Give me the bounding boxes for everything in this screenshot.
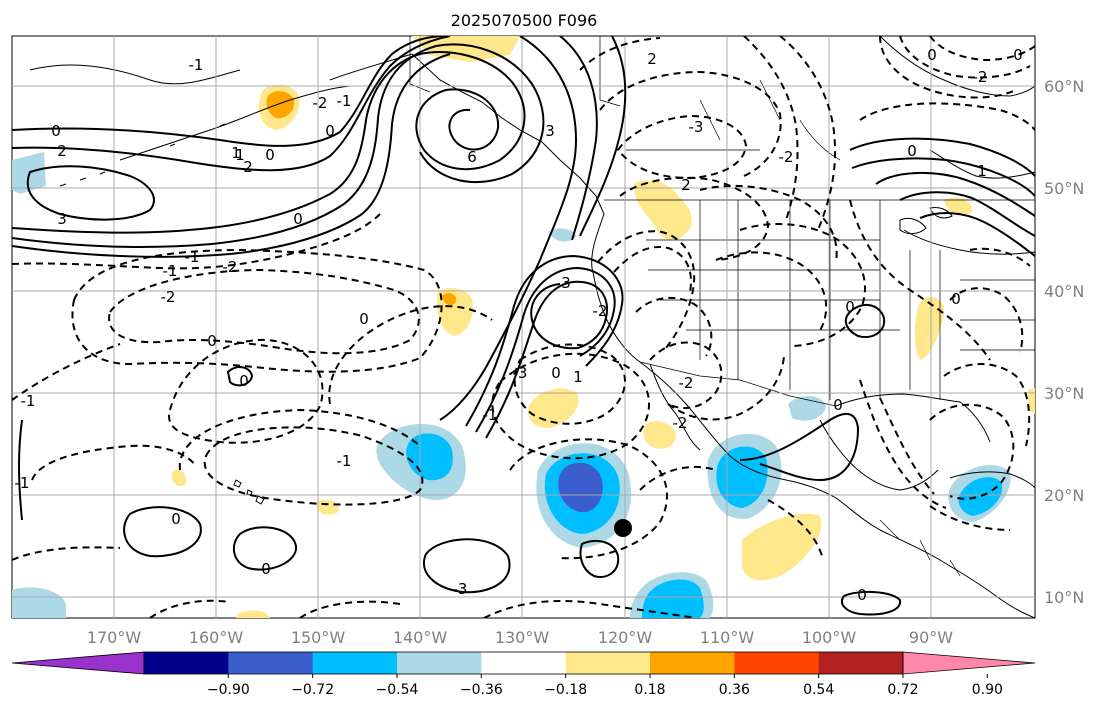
lat-label: 50°N bbox=[1044, 179, 1084, 198]
contour-label: 3 bbox=[561, 274, 571, 292]
colorbar-tick-label: 0.54 bbox=[803, 682, 834, 698]
contour-label: -1 bbox=[337, 452, 352, 470]
colorbar-tick-label: 0.36 bbox=[719, 682, 750, 698]
coastlines-layer bbox=[29, 36, 1035, 618]
contour-label: -1 bbox=[337, 92, 352, 110]
lat-label: 20°N bbox=[1044, 486, 1084, 505]
contour-label: -1 bbox=[21, 392, 36, 410]
colorbar-segment bbox=[565, 652, 651, 674]
colorbar-tick-label: −0.90 bbox=[207, 682, 250, 698]
contour-label: 0 bbox=[857, 586, 867, 604]
colorbar-tick-label: −0.54 bbox=[376, 682, 419, 698]
contour-label: -2 bbox=[973, 68, 988, 86]
colorbar-segment bbox=[481, 652, 567, 674]
map-frame bbox=[11, 35, 1036, 619]
contour-label: -1 bbox=[189, 56, 204, 74]
colorbar-extend-max bbox=[902, 651, 1036, 675]
contour-label: 1 bbox=[235, 146, 245, 164]
contour-label: 0 bbox=[907, 142, 917, 160]
lon-label: 100°W bbox=[802, 628, 857, 647]
borders-layer bbox=[409, 36, 1035, 577]
contour-label: 0 bbox=[845, 298, 855, 316]
contour-label: -2 bbox=[679, 374, 694, 392]
contour-label: -3 bbox=[689, 118, 704, 136]
contour-label: 0 bbox=[551, 364, 561, 382]
lon-label: 140°W bbox=[393, 628, 448, 647]
contour-label: -1 bbox=[483, 406, 498, 424]
colorbar-segment bbox=[144, 652, 229, 674]
lon-label: 120°W bbox=[598, 628, 653, 647]
lat-label: 30°N bbox=[1044, 384, 1084, 403]
colorbar-tick-label: 0.90 bbox=[972, 682, 1003, 698]
contour-label: -1 bbox=[185, 248, 200, 266]
storm-position-marker bbox=[614, 519, 632, 537]
contour-labels-layer: 0 2 3 1 -1 1 2 0 -2 0 -1 0 6 3 -3 2 2 3 … bbox=[15, 46, 1023, 604]
contour-label: -1 bbox=[15, 474, 30, 492]
contour-label: -1 bbox=[163, 262, 178, 280]
contour-label: -2 bbox=[673, 414, 688, 432]
contour-label: 0 bbox=[293, 210, 303, 228]
shading-layer bbox=[12, 36, 1035, 618]
contour-label: 0 bbox=[261, 560, 271, 578]
colorbar-tick-label: −0.18 bbox=[544, 682, 587, 698]
lon-label: 160°W bbox=[189, 628, 244, 647]
latitude-labels: 60°N 50°N 40°N 30°N 20°N 10°N bbox=[1044, 77, 1084, 607]
contour-label: 0 bbox=[1013, 46, 1023, 64]
contour-label: -2 bbox=[593, 302, 608, 320]
lon-label: 130°W bbox=[495, 628, 550, 647]
contour-label: 0 bbox=[265, 146, 275, 164]
colorbar-segment bbox=[397, 652, 482, 674]
contour-label: 2 bbox=[681, 176, 691, 194]
contour-label: 0 bbox=[951, 290, 961, 308]
colorbar: −0.90 −0.72 −0.54 −0.36 −0.18 0.18 0.36 0.54 0.7… bbox=[11, 651, 1036, 698]
lat-label: 40°N bbox=[1044, 282, 1084, 301]
lon-label: 90°W bbox=[909, 628, 953, 647]
colorbar-tick-label: −0.36 bbox=[460, 682, 503, 698]
contour-label: 2 bbox=[57, 142, 67, 160]
lat-label: 10°N bbox=[1044, 588, 1084, 607]
contour-label: 1 bbox=[573, 368, 583, 386]
contour-label: 0 bbox=[927, 46, 937, 64]
colorbar-segment bbox=[818, 652, 904, 674]
colorbar-tick-label: −0.72 bbox=[291, 682, 334, 698]
colorbar-tick-label: 0.72 bbox=[887, 682, 918, 698]
contour-label: 0 bbox=[171, 510, 181, 528]
colorbar-outline bbox=[143, 651, 904, 675]
contour-label: 0 bbox=[833, 396, 843, 414]
contour-label: 0 bbox=[359, 310, 369, 328]
contour-label: 6 bbox=[467, 148, 477, 166]
lat-label: 60°N bbox=[1044, 77, 1084, 96]
colorbar-extend-min bbox=[11, 651, 145, 675]
contour-label: 2 bbox=[647, 50, 657, 68]
contour-label: 2 bbox=[243, 158, 253, 176]
map-title: 2025070500 F096 bbox=[451, 11, 598, 30]
colorbar-segment bbox=[312, 652, 398, 674]
colorbar-segment bbox=[228, 652, 314, 674]
contour-label: 0 bbox=[51, 122, 61, 140]
longitude-labels: 170°W 160°W 150°W 140°W 130°W 120°W 110°… bbox=[87, 628, 953, 647]
contour-label: 3 bbox=[545, 122, 555, 140]
contour-label: -2 bbox=[779, 148, 794, 166]
lon-label: 110°W bbox=[700, 628, 755, 647]
contour-label: 0 bbox=[239, 372, 249, 390]
lon-label: 170°W bbox=[87, 628, 142, 647]
map-layers: 0 2 3 1 -1 1 2 0 -2 0 -1 0 6 3 -3 2 2 3 … bbox=[12, 36, 1035, 618]
colorbar-tick-label: 0.18 bbox=[634, 682, 665, 698]
contour-label: -2 bbox=[313, 94, 328, 112]
contour-label: -2 bbox=[223, 258, 238, 276]
colorbar-segment bbox=[650, 652, 735, 674]
contour-label: 1 bbox=[977, 162, 987, 180]
contour-label: -2 bbox=[161, 288, 176, 306]
contour-label: 0 bbox=[207, 332, 217, 350]
contour-label: 1 bbox=[231, 144, 241, 162]
colorbar-segment bbox=[734, 652, 820, 674]
contour-label: 3 bbox=[57, 210, 67, 228]
lon-label: 150°W bbox=[291, 628, 346, 647]
contour-label: -3 bbox=[513, 364, 528, 382]
contour-label: -3 bbox=[453, 580, 468, 598]
contour-label: 0 bbox=[325, 122, 335, 140]
contours-layer bbox=[12, 36, 1035, 618]
